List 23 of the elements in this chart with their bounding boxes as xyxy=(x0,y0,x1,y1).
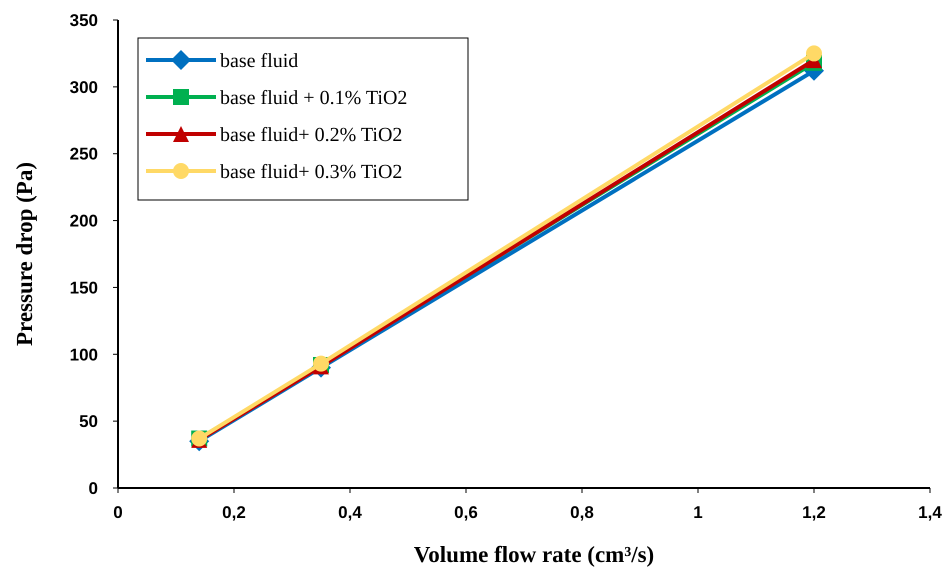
x-axis-title: Volume flow rate (cm³/s) xyxy=(414,542,654,567)
point xyxy=(806,45,822,62)
x-tick-label: 1 xyxy=(693,503,703,522)
y-tick-label: 200 xyxy=(70,212,98,231)
y-tick-label: 250 xyxy=(70,144,98,164)
legend-label: base fluid xyxy=(220,50,298,72)
x-tick-label: 0,8 xyxy=(570,503,594,522)
y-tick-label: 150 xyxy=(70,278,98,298)
y-axis-title: Pressure drop (Pa) xyxy=(12,162,37,346)
x-tick-label: 0,6 xyxy=(454,503,478,522)
x-tick-label: 1,4 xyxy=(918,503,942,522)
y-tick-label: 300 xyxy=(70,78,98,97)
x-tick-label: 1,2 xyxy=(802,503,826,522)
legend-label: base fluid+ 0.2% TiO2 xyxy=(220,124,402,146)
y-tick-label: 100 xyxy=(70,345,98,364)
x-tick-label: 0 xyxy=(113,503,123,522)
y-tick-label: 50 xyxy=(79,412,98,432)
y-tick-label: 350 xyxy=(70,11,98,30)
legend-label: base fluid+ 0.3% TiO2 xyxy=(220,161,402,183)
x-tick-label: 0,4 xyxy=(338,503,362,522)
legend-label: base fluid + 0.1% TiO2 xyxy=(220,87,408,109)
x-tick-label: 0,2 xyxy=(222,503,246,522)
y-tick-label: 0 xyxy=(88,479,98,498)
